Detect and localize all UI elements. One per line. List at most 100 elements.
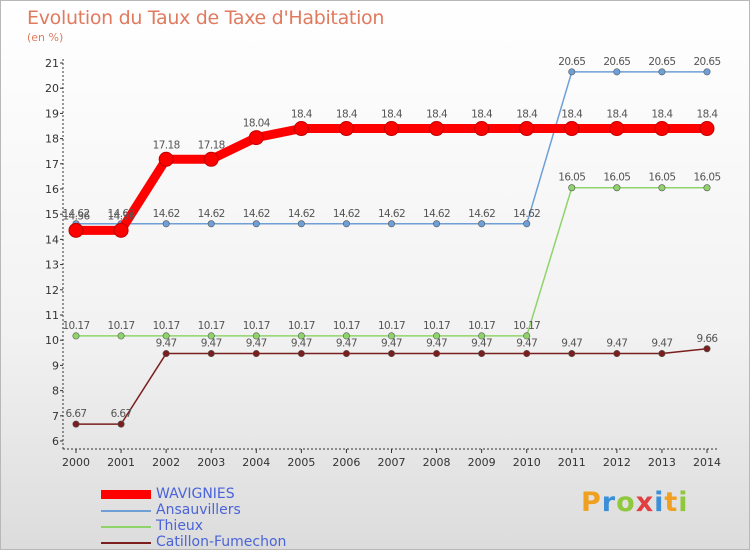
x-tick-label: 2008 — [423, 456, 451, 469]
logo-letter: t — [664, 487, 679, 518]
y-tick-label: 16 — [45, 183, 59, 196]
y-tick-label: 12 — [45, 284, 59, 297]
data-label: 9.47 — [651, 338, 672, 350]
data-point — [703, 184, 711, 192]
x-tick-label: 2000 — [62, 456, 90, 469]
data-point — [68, 222, 84, 238]
data-point — [699, 121, 715, 137]
data-point — [523, 332, 531, 340]
legend-swatch — [101, 542, 151, 544]
data-point — [207, 350, 215, 358]
legend-label: Catillon-Fumechon — [156, 534, 287, 550]
data-point — [703, 68, 711, 76]
data-label: 14.62 — [153, 208, 180, 220]
data-point — [433, 220, 441, 228]
data-point — [433, 332, 441, 340]
data-label: 10.17 — [108, 320, 135, 332]
data-label: 10.17 — [153, 320, 180, 332]
data-point — [429, 121, 445, 137]
data-point — [297, 350, 305, 358]
legend-label: WAVIGNIES — [156, 486, 235, 502]
data-label: 10.17 — [62, 320, 89, 332]
data-point — [387, 220, 395, 228]
data-point — [297, 332, 305, 340]
page-title: Evolution du Taux de Taxe d'Habitation — [27, 7, 385, 29]
data-label: 20.65 — [693, 56, 720, 68]
data-label: 9.47 — [471, 338, 492, 350]
legend-swatch — [101, 526, 151, 528]
data-point — [113, 222, 129, 238]
x-tick-label: 2013 — [648, 456, 676, 469]
data-label: 18.4 — [561, 109, 583, 121]
y-tick-label: 11 — [45, 309, 59, 322]
data-point — [207, 332, 215, 340]
data-point — [703, 345, 711, 353]
y-tick-label: 21 — [45, 57, 59, 70]
data-point — [613, 68, 621, 76]
y-tick-label: 13 — [45, 259, 59, 272]
data-label: 10.17 — [198, 320, 225, 332]
data-point — [72, 420, 80, 428]
data-point — [162, 220, 170, 228]
data-label: 18.4 — [606, 109, 628, 121]
legend-swatch — [101, 510, 151, 512]
x-tick-label: 2001 — [107, 456, 135, 469]
x-tick-label: 2010 — [513, 456, 541, 469]
data-label: 9.47 — [246, 338, 267, 350]
data-point — [658, 68, 666, 76]
data-label: 14.62 — [513, 208, 540, 220]
data-label: 20.65 — [558, 56, 585, 68]
data-label: 14.62 — [468, 208, 495, 220]
logo-letter: r — [601, 487, 617, 518]
data-label: 16.05 — [648, 172, 675, 184]
y-tick-label: 17 — [45, 158, 59, 171]
y-tick-label: 7 — [52, 410, 59, 423]
data-label: 9.47 — [381, 338, 402, 350]
x-tick-label: 2006 — [332, 456, 360, 469]
data-label: 14.62 — [378, 208, 405, 220]
data-label: 14.36 — [108, 210, 136, 222]
data-label: 18.4 — [516, 109, 538, 121]
y-tick-label: 8 — [52, 385, 59, 398]
legend-label: Ansauvillers — [156, 502, 241, 518]
data-label: 9.47 — [201, 338, 222, 350]
data-label: 18.4 — [471, 109, 493, 121]
data-label: 16.05 — [693, 172, 720, 184]
y-tick-label: 6 — [52, 435, 59, 448]
data-point — [117, 332, 125, 340]
x-tick-label: 2003 — [197, 456, 225, 469]
x-tick-label: 2009 — [468, 456, 496, 469]
data-label: 10.17 — [513, 320, 540, 332]
data-point — [117, 420, 125, 428]
data-label: 10.17 — [288, 320, 315, 332]
data-point — [342, 332, 350, 340]
y-tick-label: 9 — [52, 359, 59, 372]
data-label: 20.65 — [648, 56, 675, 68]
data-point — [519, 121, 535, 137]
data-point — [162, 332, 170, 340]
data-point — [203, 151, 219, 167]
logo-letter: x — [635, 487, 655, 518]
logo-letter: o — [616, 487, 636, 518]
data-label: 18.4 — [291, 109, 313, 121]
data-label: 16.05 — [603, 172, 630, 184]
data-point — [478, 350, 486, 358]
data-point — [252, 220, 260, 228]
y-tick-label: 19 — [45, 107, 59, 120]
data-label: 6.67 — [66, 408, 87, 420]
data-label: 18.4 — [381, 109, 403, 121]
data-point — [568, 350, 576, 358]
data-label: 14.62 — [423, 208, 450, 220]
data-point — [162, 350, 170, 358]
logo-letter: P — [581, 487, 602, 518]
data-label: 9.47 — [606, 338, 627, 350]
data-label: 14.36 — [62, 210, 90, 222]
data-label: 17.18 — [153, 139, 180, 151]
data-label: 10.17 — [468, 320, 495, 332]
y-tick-label: 20 — [45, 82, 59, 95]
data-label: 10.17 — [333, 320, 360, 332]
x-tick-label: 2007 — [378, 456, 406, 469]
data-point — [658, 350, 666, 358]
y-tick-label: 10 — [45, 334, 59, 347]
